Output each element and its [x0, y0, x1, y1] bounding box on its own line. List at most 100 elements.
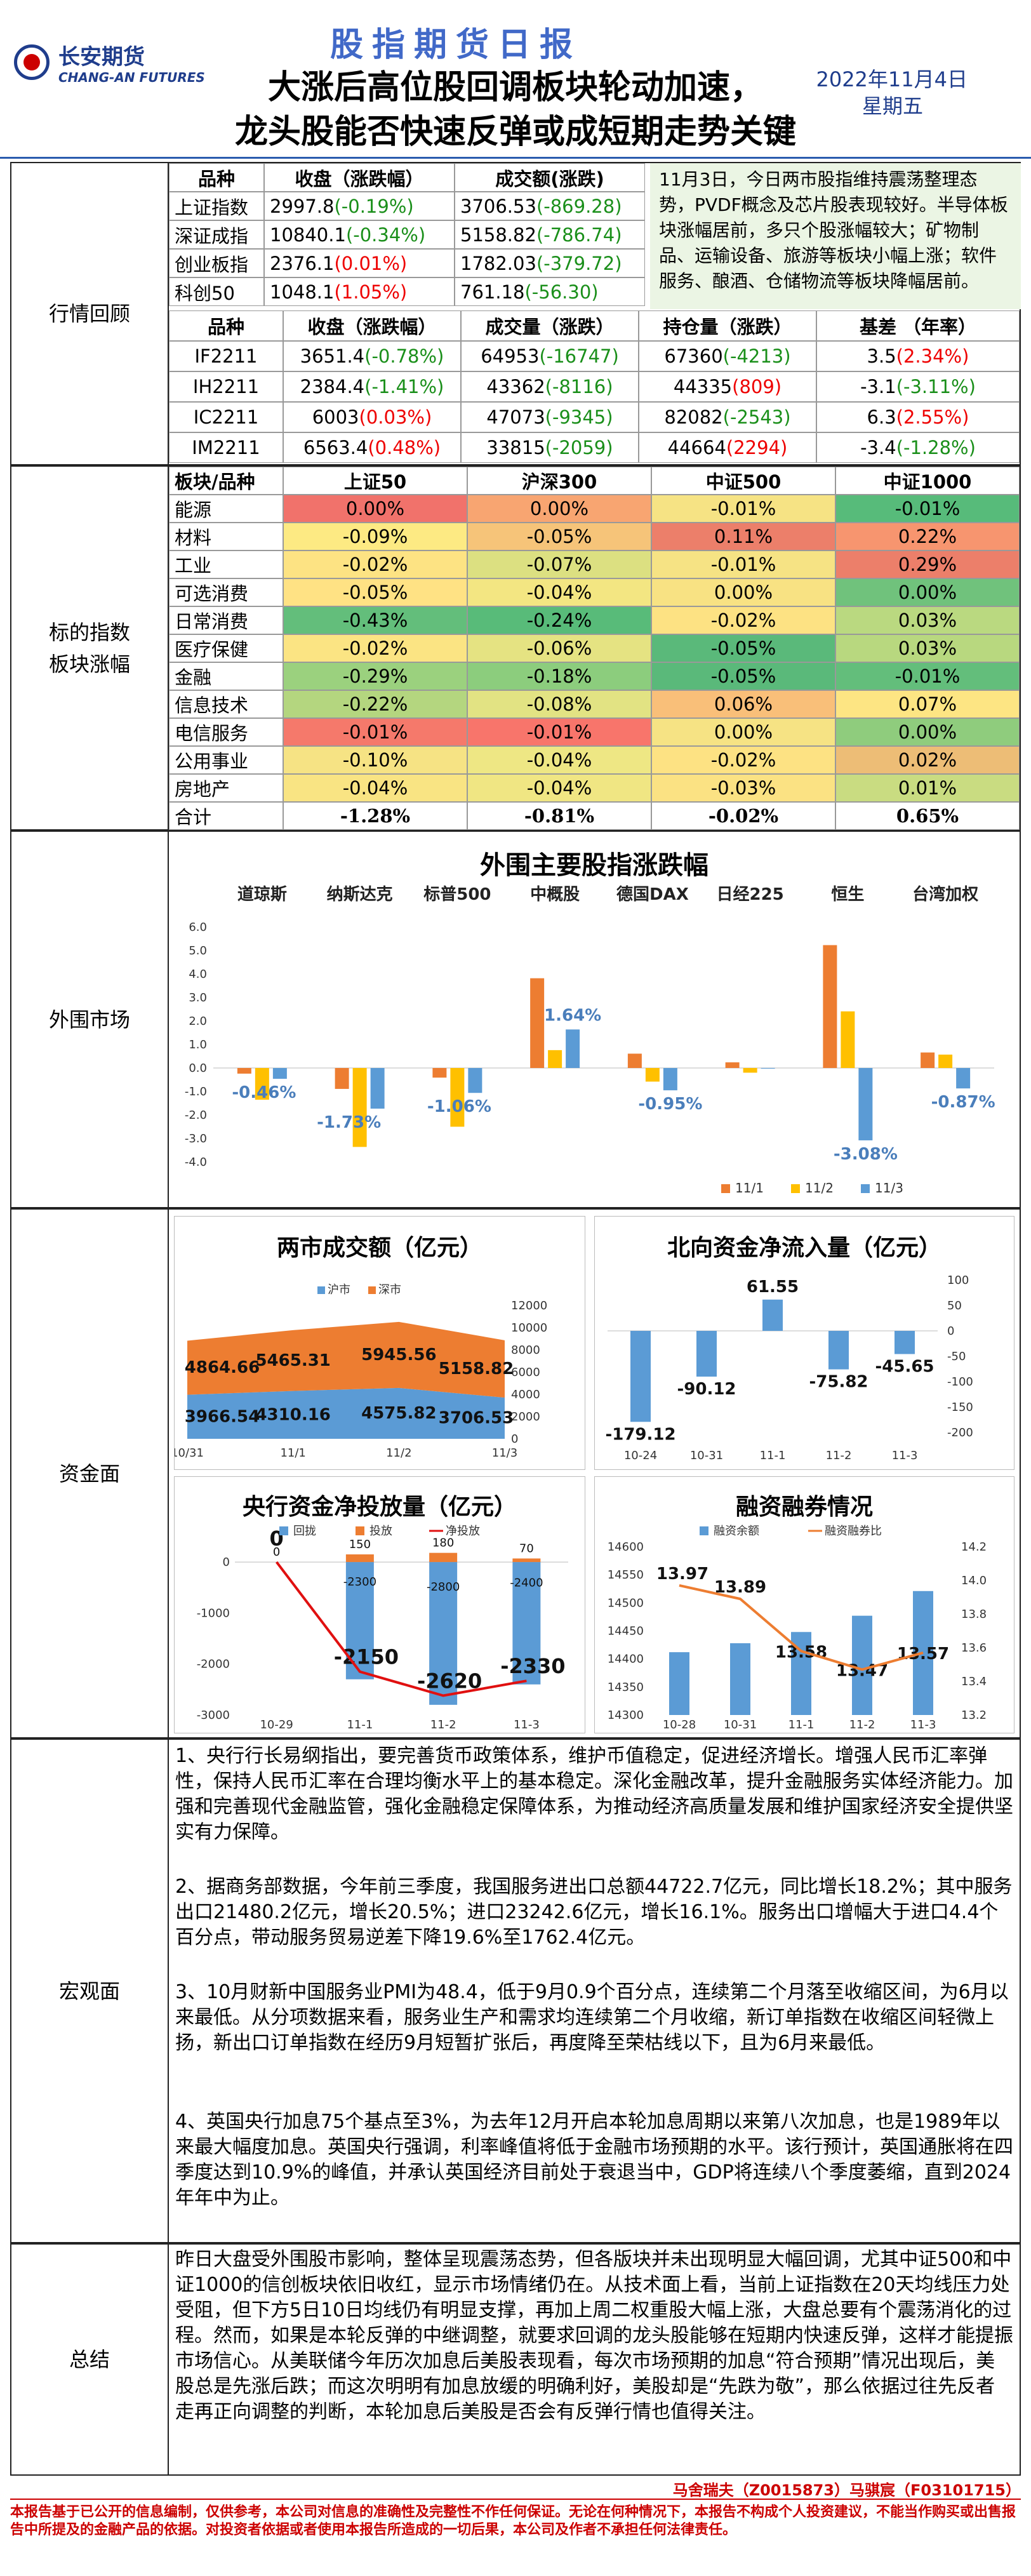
futures-value: 6563.4 [303, 437, 368, 458]
value-label: -1.73% [317, 1113, 381, 1132]
inject-bar [512, 1558, 541, 1563]
report-date: 2022年11月4日 [816, 67, 968, 91]
sector-name: 可选消费 [169, 578, 283, 606]
x-tick-label: 10-29 [260, 1718, 293, 1732]
value-label: -0.87% [931, 1093, 995, 1112]
pboc-panel: 央行资金净投放量（亿元） 0 -1000 -2000 -3000 0 10-29 0 150 1… [174, 1476, 585, 1733]
x-tick-label: 11-2 [430, 1718, 456, 1732]
value-label: -0.46% [232, 1083, 296, 1102]
bar-11-2 [548, 1050, 562, 1068]
index-close-cell: 1048.1 (1.05%) [264, 277, 455, 306]
macro-item-2: 2、据商务部数据，今年前三季度，我国服务进出口总额44722.7亿元，同比增长1… [175, 1876, 1013, 1949]
futures-value: 43362 [486, 376, 545, 397]
x-tick-label: 11-1 [760, 1449, 786, 1462]
funds-panel: 两市成交额（亿元） 12000100008000600040002000010/… [168, 1208, 1021, 1738]
margin-balance-bar [852, 1615, 872, 1715]
x-tick-label: 11-1 [788, 1718, 815, 1732]
index-amount-cell: 5158.82 (-786.74) [455, 220, 645, 249]
sector-name: 房地产 [169, 774, 283, 802]
legend-swatch [368, 1286, 376, 1294]
futures-value: 44664 [667, 437, 726, 458]
section-label-overseas: 外围市场 [10, 831, 169, 1208]
x-tick-label: 10-31 [724, 1718, 757, 1732]
overseas-panel: 外围主要股指涨跌幅 6.0 5.0 4.0 3.0 2.0 1.0 0.0 -1.0 -2.0 -… [168, 831, 1021, 1208]
withdraw-bar [512, 1562, 541, 1685]
sector-name: 工业 [169, 551, 283, 578]
index-amount: 761.18 [460, 281, 525, 303]
futures-value-cell: -3.4 (-1.28%) [816, 432, 1020, 463]
bar-11-1 [237, 1068, 251, 1074]
legend-swatch [791, 1184, 800, 1193]
futures-value-cell: 44335 (809) [639, 371, 816, 402]
market-label: 日经225 [716, 884, 783, 904]
legend-label: 投放 [369, 1525, 392, 1538]
value-label: 61.55 [747, 1278, 799, 1297]
sector-table-header: 板块/品种 [169, 467, 283, 495]
futures-value: 47073 [486, 406, 545, 428]
sector-value-cell: -0.29% [283, 662, 467, 690]
sector-value-cell: 0.11% [651, 523, 835, 551]
legend-swatch [317, 1286, 325, 1294]
sector-value-cell: -0.02% [283, 551, 467, 578]
withdraw-label: -2300 [343, 1575, 376, 1589]
margin-balance-bar [730, 1643, 750, 1715]
net-inflow-bar [762, 1299, 783, 1331]
sector-value-cell: -0.04% [467, 746, 651, 774]
sector-name: 日常消费 [169, 606, 283, 634]
section-label-text: 总结 [69, 2347, 110, 2372]
pboc-chart-title: 央行资金净投放量（亿元） [242, 1494, 517, 1520]
futures-value: 44335 [673, 376, 733, 397]
x-tick-label: 11-2 [849, 1718, 875, 1732]
y-tick-label-right: 14.2 [961, 1540, 987, 1554]
analyst-info: 马舍瑞夫（Z0015873）马骐宸（F03101715） [672, 2481, 1021, 2499]
value-label: -3.08% [834, 1145, 898, 1164]
futures-name: IH2211 [169, 371, 283, 402]
sector-value-cell: -0.05% [651, 634, 835, 662]
withdraw-bar [429, 1562, 458, 1705]
futures-value-cell: 3651.4 (-0.78%) [283, 341, 461, 371]
futures-value-cell: 2384.4 (-1.41%) [283, 371, 461, 402]
index-table-header: 品种 [169, 163, 264, 192]
index-amount-change: (-786.74) [536, 224, 622, 246]
margin-chart: 14600 14550 14500 14450 14400 14350 14300 14.2 1… [608, 1525, 987, 1732]
sh-value-label: 3706.53 [439, 1409, 514, 1428]
sector-value-cell: 0.07% [835, 690, 1020, 718]
futures-value-cell: 67360 (-4213) [639, 341, 816, 371]
y-tick-label: -1000 [197, 1606, 230, 1620]
legend-label: 11/3 [875, 1180, 903, 1196]
inject-label: 150 [349, 1538, 371, 1551]
bar-11-1 [335, 1068, 349, 1089]
northbound-panel: 北向资金净流入量（亿元） 100 50 0 -50 -100 -150 -200 -179.1… [594, 1216, 1014, 1470]
legend-label: 深市 [378, 1283, 401, 1297]
y-tick-label: -3.0 [185, 1132, 207, 1145]
index-change: (-0.19%) [334, 195, 414, 217]
bar-11-1 [627, 1053, 642, 1068]
futures-name: IM2211 [169, 432, 283, 463]
sector-value-cell: 0.03% [835, 606, 1020, 634]
market-label: 台湾加权 [912, 884, 978, 904]
sector-panel: 板块/品种 上证50 沪深300 中证500 中证1000 能源 0.00% 0.00% -0.… [168, 465, 1021, 831]
y-tick-label-left: 14350 [608, 1681, 644, 1694]
ratio-line [679, 1584, 924, 1671]
value-label: -45.65 [875, 1358, 934, 1377]
x-tick-label: 11-1 [347, 1718, 373, 1732]
sector-value-cell: -0.04% [467, 774, 651, 802]
index-close: 10840.1 [270, 224, 346, 246]
x-tick-label: 11-2 [826, 1449, 852, 1462]
futures-table-header: 成交量（涨跌） [461, 310, 639, 341]
sector-value-cell: 0.00% [835, 718, 1020, 746]
report-weekday: 星期五 [861, 94, 923, 118]
market-label: 标普500 [423, 884, 491, 904]
turnover-panel: 两市成交额（亿元） 12000 10000 8000 6000 4000 2000 0 10/… [174, 1216, 585, 1470]
sector-total-value: -0.81% [467, 802, 651, 830]
report-title: 股指期货日报 [330, 25, 582, 64]
futures-value: 6003 [312, 406, 359, 428]
bar-11-3 [272, 1068, 287, 1079]
futures-change: (2.55%) [896, 406, 969, 428]
bar-11-3 [761, 1068, 775, 1069]
y-tick-label: 3.0 [189, 991, 207, 1004]
sector-value-cell: 0.00% [283, 495, 467, 523]
legend-label: 融资融券比 [825, 1525, 882, 1538]
withdraw-label: -2800 [427, 1580, 460, 1594]
